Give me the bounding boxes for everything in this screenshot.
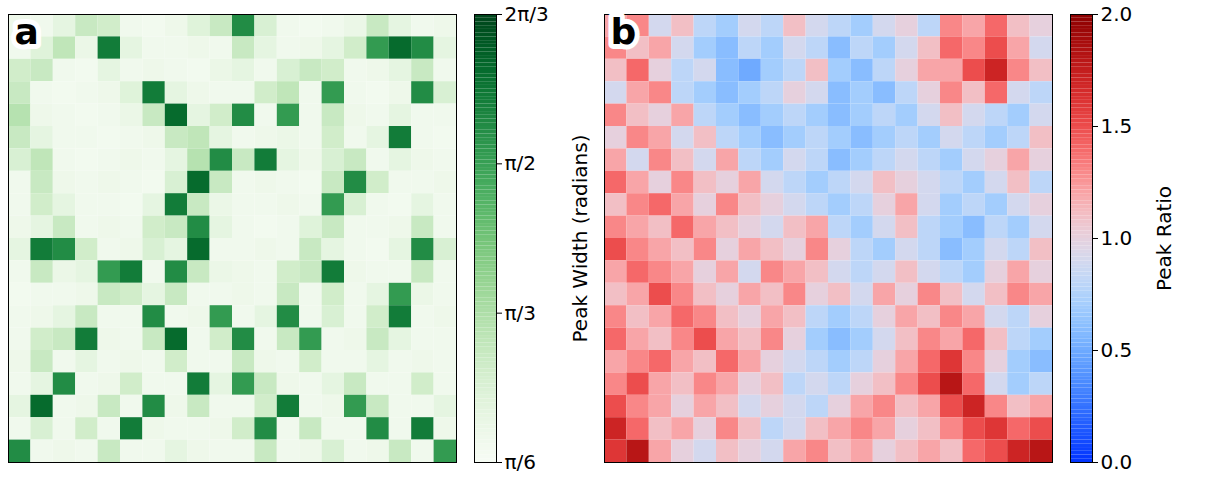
svg-text:π/6: π/6 bbox=[505, 450, 537, 474]
svg-text:b: b bbox=[611, 11, 637, 52]
svg-text:π/2: π/2 bbox=[505, 151, 537, 175]
svg-text:a: a bbox=[15, 11, 39, 52]
svg-text:Peak Width (radians): Peak Width (radians) bbox=[568, 135, 591, 343]
svg-text:Peak Ratio: Peak Ratio bbox=[1152, 186, 1175, 291]
svg-text:0.0: 0.0 bbox=[1101, 450, 1133, 474]
svg-text:2.0: 2.0 bbox=[1101, 2, 1133, 26]
svg-text:1.0: 1.0 bbox=[1101, 226, 1133, 250]
svg-text:2π/3: 2π/3 bbox=[505, 2, 549, 26]
svg-text:1.5: 1.5 bbox=[1101, 114, 1133, 138]
svg-text:0.5: 0.5 bbox=[1101, 338, 1133, 362]
svg-text:π/3: π/3 bbox=[505, 301, 537, 325]
